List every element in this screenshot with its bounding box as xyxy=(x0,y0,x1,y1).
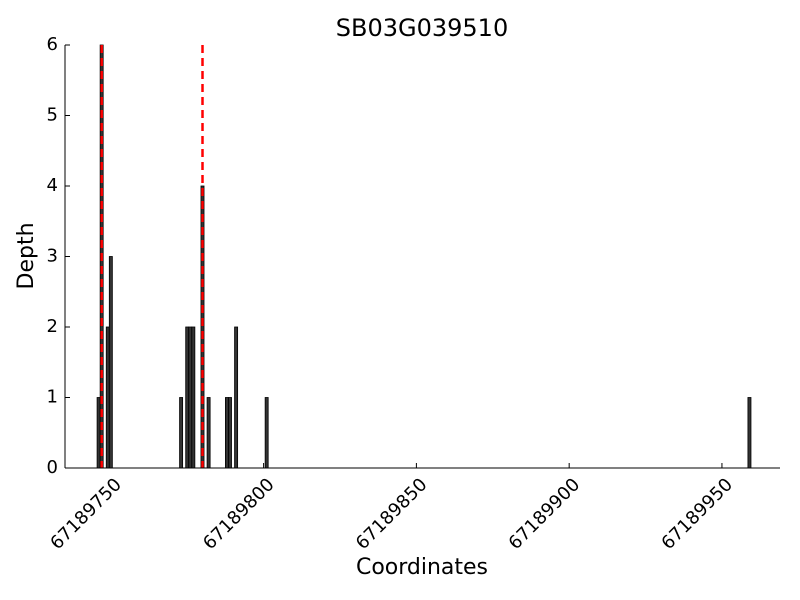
bar xyxy=(96,397,101,469)
bar xyxy=(234,326,239,469)
y-tick-label: 2 xyxy=(47,316,58,337)
x-tick-label: 67189850 xyxy=(352,474,432,554)
bar xyxy=(747,397,752,469)
x-tick-label: 67189950 xyxy=(657,474,737,554)
y-tick-label: 5 xyxy=(47,105,58,126)
y-tick-label: 6 xyxy=(47,34,58,55)
x-axis-label: Coordinates xyxy=(356,555,488,580)
x-tick-label: 67189750 xyxy=(46,474,126,554)
y-tick-label: 3 xyxy=(47,246,58,267)
chart-title: SB03G039510 xyxy=(336,14,508,42)
y-tick-label: 1 xyxy=(47,387,58,408)
bar xyxy=(179,397,184,469)
bar xyxy=(105,326,110,469)
bar xyxy=(206,397,211,469)
bar xyxy=(264,397,269,469)
bar xyxy=(188,326,193,469)
y-tick-label: 4 xyxy=(47,175,58,196)
bar xyxy=(191,326,196,469)
y-axis-label: Depth xyxy=(14,222,39,289)
y-tick-label: 0 xyxy=(47,457,58,478)
bar xyxy=(108,256,113,469)
x-tick-label: 67189900 xyxy=(505,474,585,554)
bar xyxy=(185,326,190,469)
bar xyxy=(225,397,229,469)
bar xyxy=(228,397,232,469)
x-tick-label: 67189800 xyxy=(199,474,279,554)
